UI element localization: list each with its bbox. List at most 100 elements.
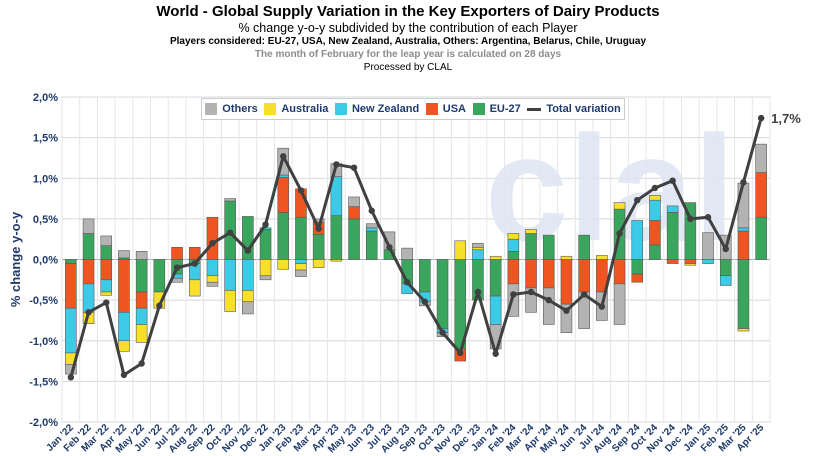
bar-others-sep-22[interactable] [206,281,219,287]
total-point-jul-24[interactable] [598,303,606,310]
bar-usa-aug-24[interactable] [613,259,626,285]
bar-australia-may-24[interactable] [560,255,573,260]
bar-australia-apr-22[interactable] [118,340,130,352]
bar-eu-27-feb-22[interactable] [82,233,95,260]
bar-usa-sep-22[interactable] [206,216,219,260]
total-point-apr-23[interactable] [333,161,340,168]
total-point-mar-24[interactable] [527,288,535,296]
bar-new-zealand-dec-22[interactable] [259,227,272,230]
bar-usa-feb-24[interactable] [507,259,520,285]
bar-usa-apr-24[interactable] [542,259,555,289]
bar-eu-27-jan-24[interactable] [489,259,502,297]
bar-others-feb-24[interactable] [507,283,520,317]
bar-usa-jan-22[interactable] [65,263,77,309]
bar-eu-27-apr-24[interactable] [542,234,555,260]
bar-australia-mar-25[interactable] [737,328,750,332]
bar-eu-27-apr-25[interactable] [755,216,767,260]
bar-australia-feb-23[interactable] [295,263,307,271]
bar-others-mar-24[interactable] [525,287,537,313]
bar-new-zealand-jun-23[interactable] [365,227,378,232]
legend-item-total-variation[interactable]: Total variation [527,103,621,115]
bar-eu-27-jan-22[interactable] [65,259,77,264]
bar-australia-mar-22[interactable] [100,291,113,296]
bar-new-zealand-jan-24[interactable] [489,295,502,325]
bar-australia-oct-24[interactable] [649,195,661,201]
bar-new-zealand-feb-24[interactable] [507,238,520,252]
bar-new-zealand-nov-22[interactable] [242,259,254,291]
bar-new-zealand-oct-24[interactable] [649,199,661,221]
bar-others-mar-25[interactable] [737,182,750,229]
bar-eu-27-feb-25[interactable] [719,259,732,277]
bar-eu-27-may-22[interactable] [135,259,148,293]
total-point-jul-23[interactable] [386,244,393,251]
bar-usa-may-22[interactable] [135,291,148,309]
bar-australia-sep-22[interactable] [206,275,219,283]
total-point-apr-24[interactable] [545,296,552,304]
total-point-nov-23[interactable] [457,349,464,357]
total-point-sep-22[interactable] [209,240,216,247]
legend-item-australia[interactable]: Australia [264,103,328,115]
bar-others-may-24[interactable] [560,303,573,333]
total-point-oct-24[interactable] [651,184,659,192]
bar-usa-sep-24[interactable] [631,273,644,283]
bar-usa-oct-24[interactable] [649,220,661,246]
bar-usa-jul-22[interactable] [171,247,183,260]
legend-item-eu27[interactable]: EU-27 [472,103,521,115]
total-point-apr-25[interactable] [757,114,765,122]
bar-eu-27-oct-23[interactable] [436,259,449,329]
bar-australia-jul-24[interactable] [596,255,608,260]
total-point-mar-23[interactable] [315,225,322,232]
bar-others-may-23[interactable] [348,196,360,207]
bar-new-zealand-apr-22[interactable] [118,312,130,342]
total-point-oct-22[interactable] [226,229,234,236]
bar-australia-aug-22[interactable] [188,279,201,297]
bar-others-aug-24[interactable] [613,283,626,325]
bar-others-jan-25[interactable] [702,232,714,260]
bar-usa-feb-22[interactable] [82,259,95,285]
bar-australia-dec-22[interactable] [259,259,272,277]
bar-usa-apr-22[interactable] [118,259,130,313]
bar-others-aug-23[interactable] [401,247,413,260]
bar-eu-27-oct-24[interactable] [649,244,661,260]
total-point-feb-23[interactable] [297,187,305,194]
legend-item-others[interactable]: Others [205,103,258,115]
bar-eu-27-dec-22[interactable] [259,229,272,260]
bar-eu-27-jun-22[interactable] [153,259,166,293]
total-point-aug-24[interactable] [616,230,623,237]
bar-others-jun-23[interactable] [365,223,378,229]
bar-eu-27-jan-23[interactable] [277,212,290,260]
bar-eu-27-feb-23[interactable] [295,216,307,260]
total-point-mar-25[interactable] [740,179,747,186]
bar-australia-feb-24[interactable] [507,233,520,240]
bar-australia-oct-22[interactable] [224,290,236,312]
bar-new-zealand-feb-23[interactable] [295,259,307,264]
total-point-oct-23[interactable] [439,329,446,336]
bar-others-apr-22[interactable] [118,250,130,259]
legend-item-usa[interactable]: USA [425,103,466,115]
bar-australia-jan-23[interactable] [277,259,290,270]
bar-new-zealand-feb-22[interactable] [82,283,95,313]
total-point-jan-24[interactable] [492,350,499,357]
total-point-jun-22[interactable] [156,302,163,310]
bar-eu-27-may-23[interactable] [348,218,360,260]
bar-eu-27-feb-24[interactable] [507,251,520,260]
total-point-nov-22[interactable] [244,247,252,254]
bar-australia-dec-23[interactable] [472,247,484,251]
bar-others-dec-23[interactable] [472,242,484,248]
legend-item-new-zealand[interactable]: New Zealand [334,103,419,115]
bar-eu-27-mar-23[interactable] [312,234,325,260]
bar-eu-27-sep-23[interactable] [419,259,431,293]
total-point-jul-22[interactable] [173,264,181,271]
bar-others-feb-22[interactable] [82,218,95,234]
total-point-dec-22[interactable] [262,221,269,228]
bar-new-zealand-sep-24[interactable] [631,220,644,260]
bar-australia-dec-24[interactable] [684,263,697,266]
total-point-nov-24[interactable] [669,177,676,184]
bar-new-zealand-nov-24[interactable] [666,205,679,213]
bar-others-feb-23[interactable] [295,269,307,277]
total-point-jan-23[interactable] [280,153,287,160]
bar-australia-nov-23[interactable] [454,240,467,260]
bar-new-zealand-mar-25[interactable] [737,227,750,232]
bar-new-zealand-feb-25[interactable] [719,275,732,286]
bar-others-nov-22[interactable] [242,301,254,315]
